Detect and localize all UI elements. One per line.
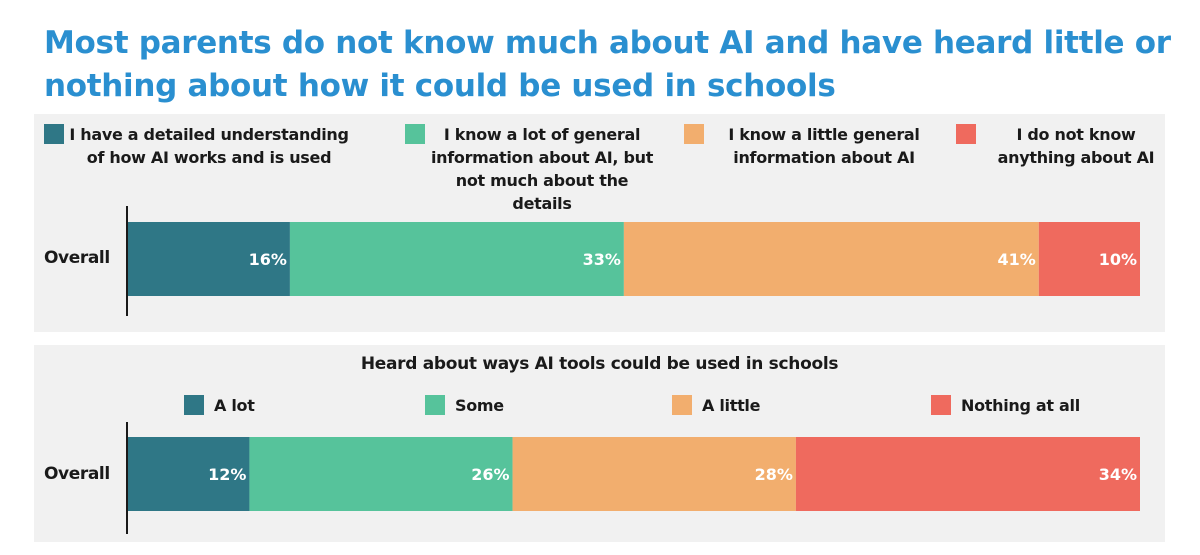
legend-label: I know a little general information abou…	[728, 125, 920, 167]
legend-swatch	[931, 395, 951, 415]
legend-item-general-lot: I know a lot of general information abou…	[405, 123, 659, 215]
row-label-overall: Overall	[44, 464, 110, 484]
legend-swatch	[405, 124, 425, 144]
legend-swatch	[184, 395, 204, 415]
data-label: 26%	[471, 465, 509, 484]
y-axis-line	[126, 206, 128, 316]
data-label: 33%	[583, 250, 621, 269]
bar-segment-i-know-a-lot-of-general-information-abou	[289, 222, 624, 296]
legend-swatch	[44, 124, 64, 144]
bar-segment-i-have-a-detailed-understanding-of-how-a	[128, 222, 290, 296]
legend-item-some: Some	[425, 394, 504, 417]
y-axis-line	[126, 422, 128, 534]
legend-item-a-little: A little	[672, 394, 760, 417]
chart-subtitle-heard: Heard about ways AI tools could be used …	[360, 354, 839, 374]
legend-swatch	[684, 124, 704, 144]
data-label: 28%	[755, 465, 793, 484]
bar-segment-nothing-at-all	[795, 437, 1140, 511]
legend-swatch	[672, 395, 692, 415]
data-label: 16%	[249, 250, 287, 269]
bar-segment-a-little	[512, 437, 796, 511]
legend-label: Some	[455, 396, 504, 415]
legend-label: I know a lot of general information abou…	[430, 125, 654, 213]
chart-panel-heard: Heard about ways AI tools could be used …	[34, 345, 1165, 542]
stacked-bar-understanding: 16% 33% 41% 10%	[128, 222, 1140, 296]
data-label: 10%	[1099, 250, 1137, 269]
legend-label: I do not know anything about AI	[997, 125, 1155, 167]
stacked-bar-heard: 12% 26% 28% 34%	[128, 437, 1140, 511]
bar-segment-i-do-not-know-anything-about-ai	[1038, 222, 1140, 296]
chart-panel-understanding: I have a detailed understanding of how A…	[34, 114, 1165, 332]
legend-label: Nothing at all	[961, 396, 1080, 415]
bar-segment-some	[249, 437, 513, 511]
row-label-overall: Overall	[44, 248, 110, 268]
legend-item-a-lot: A lot	[184, 394, 255, 417]
data-label: 41%	[998, 250, 1036, 269]
chart-title-main: Most parents do not know much about AI a…	[44, 25, 1171, 104]
legend-label: A lot	[214, 396, 255, 415]
legend-swatch	[425, 395, 445, 415]
bar-segment-a-lot	[128, 437, 250, 511]
data-label: 34%	[1099, 465, 1137, 484]
legend-item-nothing: I do not know anything about AI	[956, 123, 1176, 169]
legend-item-nothing-at-all: Nothing at all	[931, 394, 1080, 417]
legend-item-detailed: I have a detailed understanding of how A…	[44, 123, 354, 169]
bar-segment-i-know-a-little-general-information-abou	[623, 222, 1039, 296]
legend-item-general-little: I know a little general information abou…	[684, 123, 944, 169]
legend-swatch	[956, 124, 976, 144]
data-label: 12%	[208, 465, 246, 484]
legend-label: A little	[702, 396, 761, 415]
legend-label: I have a detailed understanding of how A…	[69, 125, 349, 167]
